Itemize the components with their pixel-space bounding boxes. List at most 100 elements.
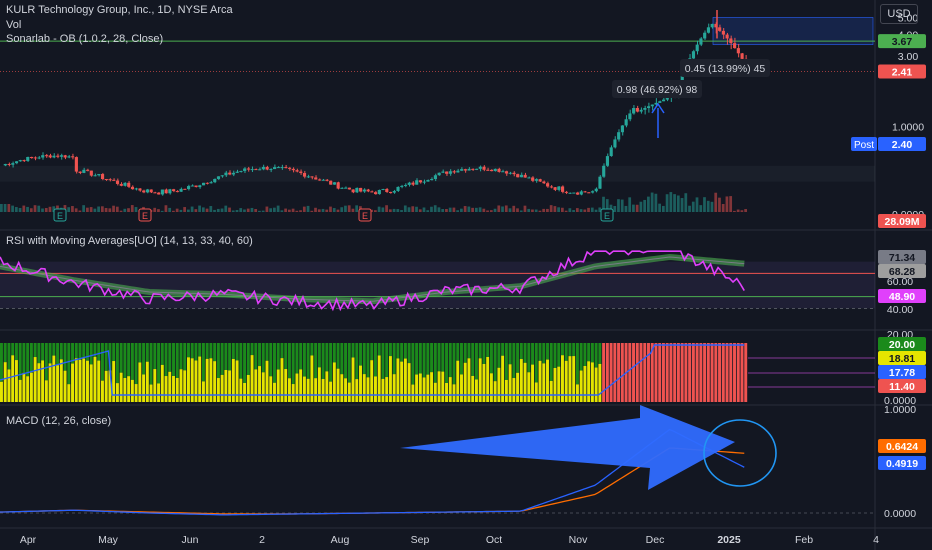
volume-bar (239, 208, 243, 212)
osc-bar-top (452, 343, 456, 385)
event-marker (138, 208, 152, 222)
osc-bar-bottom (52, 355, 56, 402)
volume-bar (392, 208, 396, 212)
volume-bar (3, 204, 7, 212)
candle (703, 32, 707, 39)
candle (433, 175, 437, 180)
candle (175, 191, 179, 193)
volume-bar (489, 210, 493, 212)
osc-bar-bottom (239, 378, 243, 402)
osc-bar-bottom (142, 374, 146, 402)
volume-bar (273, 207, 276, 212)
osc-bar-top (587, 343, 591, 362)
osc-bar-bottom (493, 381, 497, 402)
osc-bar-bottom (78, 359, 82, 402)
post-label-bg (851, 137, 877, 151)
osc-tag-bg (878, 337, 926, 351)
candle (426, 180, 430, 182)
osc-bar-top (460, 343, 463, 375)
rsi-tag-text: 71.34 (889, 252, 915, 264)
osc-bar-bottom (291, 384, 295, 402)
osc-bar-bottom (209, 358, 213, 402)
osc-bar-bottom (168, 371, 172, 402)
osc-bar-top (291, 343, 295, 385)
osc-bar-bottom (11, 355, 15, 402)
osc-bar-top (179, 343, 183, 370)
candle (153, 192, 157, 194)
osc-bar-bottom (579, 370, 583, 402)
candle (355, 187, 359, 193)
rsi-ma-line (0, 256, 745, 302)
volume-bar (231, 210, 235, 212)
candle (370, 191, 374, 193)
osc-bar-top (44, 343, 48, 381)
volume-tag: 28.09M (878, 214, 926, 228)
candle (460, 169, 464, 171)
volume-bar (26, 206, 29, 212)
osc-bar-top (489, 343, 493, 374)
osc-bar-top (243, 343, 247, 383)
rsi-ma-tag: 68.28 (878, 264, 926, 278)
osc-bar (669, 343, 673, 402)
osc-bar (725, 343, 729, 402)
osc-bar-bottom (187, 357, 190, 402)
candle (205, 182, 209, 184)
osc-bar (695, 343, 699, 402)
osc-bar-top (228, 343, 232, 371)
candle (86, 169, 90, 171)
osc-bar-bottom (26, 376, 30, 402)
osc-bar-bottom (254, 369, 258, 402)
candle (441, 171, 445, 173)
time-axis-label: Oct (486, 534, 502, 546)
candle (130, 186, 135, 190)
osc-bar-bottom (284, 369, 288, 402)
candle (280, 167, 284, 169)
candle (388, 191, 393, 193)
osc-bar-top (123, 343, 127, 378)
candle (430, 179, 434, 181)
candle (478, 166, 482, 169)
candle (519, 174, 523, 178)
osc-bar-bottom (48, 363, 52, 402)
candle (396, 186, 400, 191)
currency-button[interactable]: USD (880, 4, 918, 24)
osc-bar-bottom (351, 357, 355, 402)
osc-bar-bottom (231, 358, 235, 402)
volume-bar (561, 207, 564, 212)
candle (209, 182, 213, 184)
osc-bar-top (403, 343, 407, 359)
osc-bar-bottom (362, 374, 366, 402)
candle (643, 108, 647, 110)
osc-bar-bottom (134, 384, 138, 402)
osc-bar-top (422, 343, 426, 378)
osc-bar-top (392, 343, 396, 375)
candle (385, 188, 389, 192)
candle (93, 175, 97, 177)
volume-bar (160, 210, 164, 212)
candle (561, 186, 565, 192)
volume-bar (306, 205, 310, 212)
volume-bar (183, 207, 186, 212)
candle (710, 23, 714, 28)
volume-bar (467, 206, 471, 212)
candle (740, 53, 744, 59)
osc-bar-bottom (561, 355, 564, 402)
volume-bar (205, 208, 209, 212)
volume-bar (403, 205, 407, 212)
candle (516, 174, 520, 178)
volume-bar (460, 208, 463, 212)
volume-bar (310, 210, 314, 212)
volume-bar (276, 205, 280, 212)
volume-bar (100, 206, 104, 212)
candle (482, 166, 486, 170)
candle (546, 183, 550, 187)
osc-bar-bottom (426, 374, 430, 402)
candle (534, 179, 538, 181)
osc-bar-bottom (549, 380, 553, 402)
osc-tag-text: 18.81 (889, 353, 915, 365)
candle (347, 187, 351, 190)
osc-bar-bottom (276, 369, 280, 402)
osc-bar-top (104, 343, 108, 371)
osc-bar-top (246, 343, 250, 375)
